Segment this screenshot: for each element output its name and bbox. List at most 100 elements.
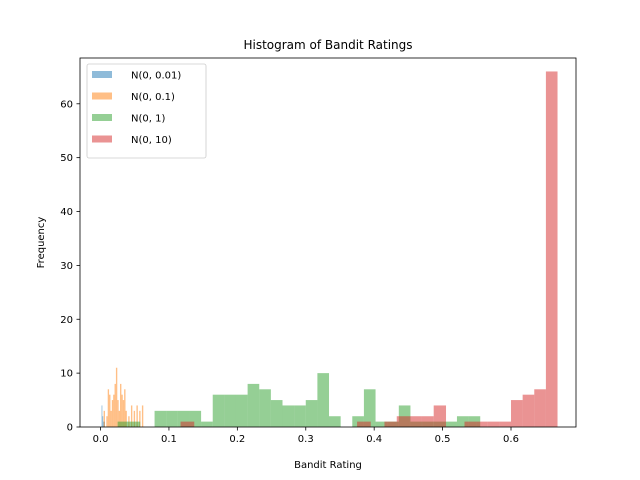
histogram-bar bbox=[189, 410, 202, 427]
histogram-bar bbox=[101, 405, 103, 427]
histogram-bar bbox=[110, 410, 112, 427]
bars-layer bbox=[101, 71, 558, 427]
y-tick-label: 0 bbox=[67, 423, 73, 434]
legend-box bbox=[86, 63, 207, 159]
histogram-bar bbox=[180, 421, 195, 427]
histogram-bar bbox=[177, 410, 190, 427]
legend-swatch bbox=[92, 92, 112, 100]
histogram-bar bbox=[363, 389, 376, 427]
legend-label: N(0, 10) bbox=[131, 135, 172, 146]
histogram-bar bbox=[124, 389, 126, 427]
histogram-bar bbox=[384, 421, 397, 427]
histogram-bar bbox=[166, 410, 178, 427]
x-tick-label: 0.0 bbox=[93, 434, 109, 445]
histogram-bar bbox=[421, 416, 434, 427]
legend: N(0, 0.01) N(0, 0.1) N(0, 1) N(0, 10) bbox=[86, 63, 207, 159]
histogram-bar bbox=[154, 410, 167, 427]
histogram-bar bbox=[103, 410, 105, 427]
histogram-bar bbox=[107, 389, 110, 427]
legend-label: N(0, 0.1) bbox=[131, 92, 175, 103]
histogram-bar bbox=[115, 367, 118, 427]
histogram-bar bbox=[111, 400, 114, 427]
histogram-bar bbox=[375, 421, 388, 427]
histogram-bar bbox=[201, 421, 213, 427]
legend-item: N(0, 0.01) bbox=[92, 71, 181, 82]
histogram-bar bbox=[409, 416, 422, 427]
y-tick-label: 30 bbox=[60, 261, 73, 272]
histogram-bar bbox=[247, 383, 260, 427]
histogram-bar bbox=[102, 416, 104, 427]
histogram-bar bbox=[129, 421, 141, 427]
histogram-bar bbox=[118, 410, 121, 427]
series-1 bbox=[103, 367, 144, 427]
x-tick-label: 0.6 bbox=[503, 434, 519, 445]
histogram-bar bbox=[511, 400, 523, 427]
histogram-bar bbox=[106, 416, 108, 427]
series-3 bbox=[180, 71, 558, 427]
histogram-bar bbox=[456, 416, 469, 427]
chart-title: Histogram of Bandit Ratings bbox=[243, 38, 412, 52]
y-tick-label: 50 bbox=[60, 153, 73, 164]
histogram-bar bbox=[270, 400, 283, 427]
histogram-bar bbox=[464, 421, 477, 427]
legend-swatch bbox=[92, 114, 112, 121]
histogram-bar bbox=[133, 410, 136, 427]
histogram-bar bbox=[433, 405, 447, 427]
x-axis-label: Bandit Rating bbox=[294, 460, 362, 471]
x-tick-label: 0.1 bbox=[161, 434, 177, 445]
histogram-bar bbox=[122, 400, 125, 427]
histogram-bar bbox=[445, 421, 457, 427]
histogram-bar bbox=[398, 405, 411, 427]
x-tick-label: 0.4 bbox=[366, 434, 382, 445]
histogram-bar bbox=[545, 71, 558, 427]
histogram-bar bbox=[522, 394, 535, 427]
plot-frame bbox=[79, 57, 577, 428]
histogram-bar bbox=[121, 394, 123, 427]
histogram-bar bbox=[136, 405, 138, 427]
histogram-bar bbox=[117, 400, 119, 427]
legend-label: N(0, 0.01) bbox=[131, 71, 181, 82]
series-2 bbox=[117, 373, 481, 427]
histogram-bar bbox=[117, 421, 130, 427]
legend-item: N(0, 10) bbox=[92, 135, 172, 146]
histogram-bar bbox=[329, 416, 341, 427]
legend-item: N(0, 1) bbox=[92, 114, 165, 125]
x-tick-label: 0.5 bbox=[435, 434, 451, 445]
histogram-bar bbox=[476, 421, 488, 427]
histogram-bar bbox=[499, 421, 512, 427]
histogram-bar bbox=[357, 421, 371, 427]
legend-swatch bbox=[92, 71, 112, 78]
histogram-bar bbox=[114, 383, 116, 427]
histogram-bar bbox=[487, 421, 500, 427]
histogram-bar bbox=[396, 416, 410, 427]
histogram-bar bbox=[125, 410, 127, 427]
histogram-bar bbox=[139, 410, 141, 427]
y-tick-label: 60 bbox=[60, 99, 73, 110]
histogram-bar bbox=[224, 394, 236, 427]
histogram-bar bbox=[235, 394, 248, 427]
histogram-bar bbox=[120, 383, 122, 427]
x-tick-label: 0.2 bbox=[229, 434, 245, 445]
histogram-bar bbox=[113, 394, 115, 427]
histogram-bar bbox=[141, 405, 144, 427]
x-tick-label: 0.3 bbox=[298, 434, 314, 445]
histogram-bar bbox=[212, 394, 225, 427]
legend-swatch bbox=[92, 135, 112, 143]
histogram-bar bbox=[282, 405, 295, 427]
legend-label: N(0, 1) bbox=[131, 114, 165, 125]
legend-item: N(0, 0.1) bbox=[92, 92, 175, 103]
histogram-bar bbox=[294, 405, 306, 427]
y-tick-label: 20 bbox=[60, 315, 73, 326]
x-axis: 0.0 0.1 0.2 0.3 0.4 0.5 0.6 bbox=[93, 427, 519, 445]
histogram-bar bbox=[130, 405, 133, 427]
histogram-bar bbox=[305, 400, 318, 427]
histogram-bar bbox=[317, 373, 330, 427]
histogram-bar bbox=[109, 394, 111, 427]
y-tick-label: 10 bbox=[60, 369, 73, 380]
histogram-bar bbox=[534, 389, 546, 427]
y-axis: 0 10 20 30 40 50 60 bbox=[60, 99, 80, 434]
histogram-bar bbox=[259, 389, 271, 427]
y-tick-label: 40 bbox=[60, 207, 73, 218]
y-axis-label: Frequency bbox=[36, 217, 47, 269]
